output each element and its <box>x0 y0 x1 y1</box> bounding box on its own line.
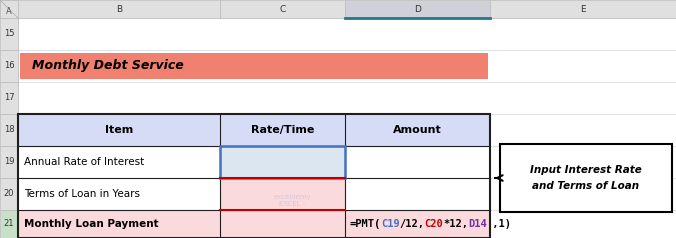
Bar <box>0 210 18 238</box>
Bar <box>0 178 18 210</box>
Text: 15: 15 <box>4 30 14 39</box>
Text: C: C <box>279 5 286 14</box>
Text: D: D <box>414 5 421 14</box>
Text: 21: 21 <box>4 219 14 228</box>
Bar <box>18 210 220 238</box>
Bar <box>0 82 18 114</box>
Bar <box>0 0 18 18</box>
Text: C19: C19 <box>381 219 400 229</box>
Text: ,,1): ,,1) <box>487 219 512 229</box>
Text: Annual Rate of Interest: Annual Rate of Interest <box>24 157 144 167</box>
Text: Monthly Debt Service: Monthly Debt Service <box>32 60 184 73</box>
Bar <box>490 0 676 18</box>
Text: *12,: *12, <box>443 219 468 229</box>
Bar <box>0 146 18 178</box>
Bar <box>220 178 345 210</box>
Text: Amount: Amount <box>393 125 442 135</box>
Text: Monthly Loan Payment: Monthly Loan Payment <box>24 219 159 229</box>
Bar <box>345 210 490 238</box>
Text: C20: C20 <box>425 219 443 229</box>
Bar <box>0 18 18 50</box>
Bar <box>220 210 345 238</box>
Bar <box>0 50 18 82</box>
Text: 20: 20 <box>4 189 14 198</box>
Bar <box>18 146 220 178</box>
Text: 18: 18 <box>3 125 14 134</box>
Bar <box>345 146 490 178</box>
Text: B: B <box>116 5 122 14</box>
Text: exceldemy
EXCEL -: exceldemy EXCEL - <box>274 193 312 207</box>
Bar <box>220 146 345 178</box>
Bar <box>345 114 490 146</box>
Bar <box>18 114 490 238</box>
Text: 16: 16 <box>3 61 14 70</box>
Text: Terms of Loan in Years: Terms of Loan in Years <box>24 189 140 199</box>
Text: 19: 19 <box>4 158 14 167</box>
Text: Item: Item <box>105 125 133 135</box>
Text: Rate/Time: Rate/Time <box>251 125 314 135</box>
Bar <box>345 0 490 18</box>
Bar <box>220 146 345 178</box>
Bar <box>220 0 345 18</box>
Bar <box>20 53 488 79</box>
Bar <box>0 0 18 18</box>
Text: D14: D14 <box>468 219 487 229</box>
Text: =PMT(: =PMT( <box>350 219 381 229</box>
Text: 17: 17 <box>3 94 14 103</box>
Bar <box>500 144 672 212</box>
Bar <box>18 114 220 146</box>
Text: E: E <box>580 5 586 14</box>
Text: A: A <box>6 6 12 15</box>
Bar <box>220 114 345 146</box>
Bar <box>0 114 18 146</box>
Text: /12,: /12, <box>400 219 425 229</box>
Bar <box>345 178 490 210</box>
Bar <box>18 0 220 18</box>
Bar <box>18 178 220 210</box>
Text: Input Interest Rate
and Terms of Loan: Input Interest Rate and Terms of Loan <box>530 165 642 191</box>
